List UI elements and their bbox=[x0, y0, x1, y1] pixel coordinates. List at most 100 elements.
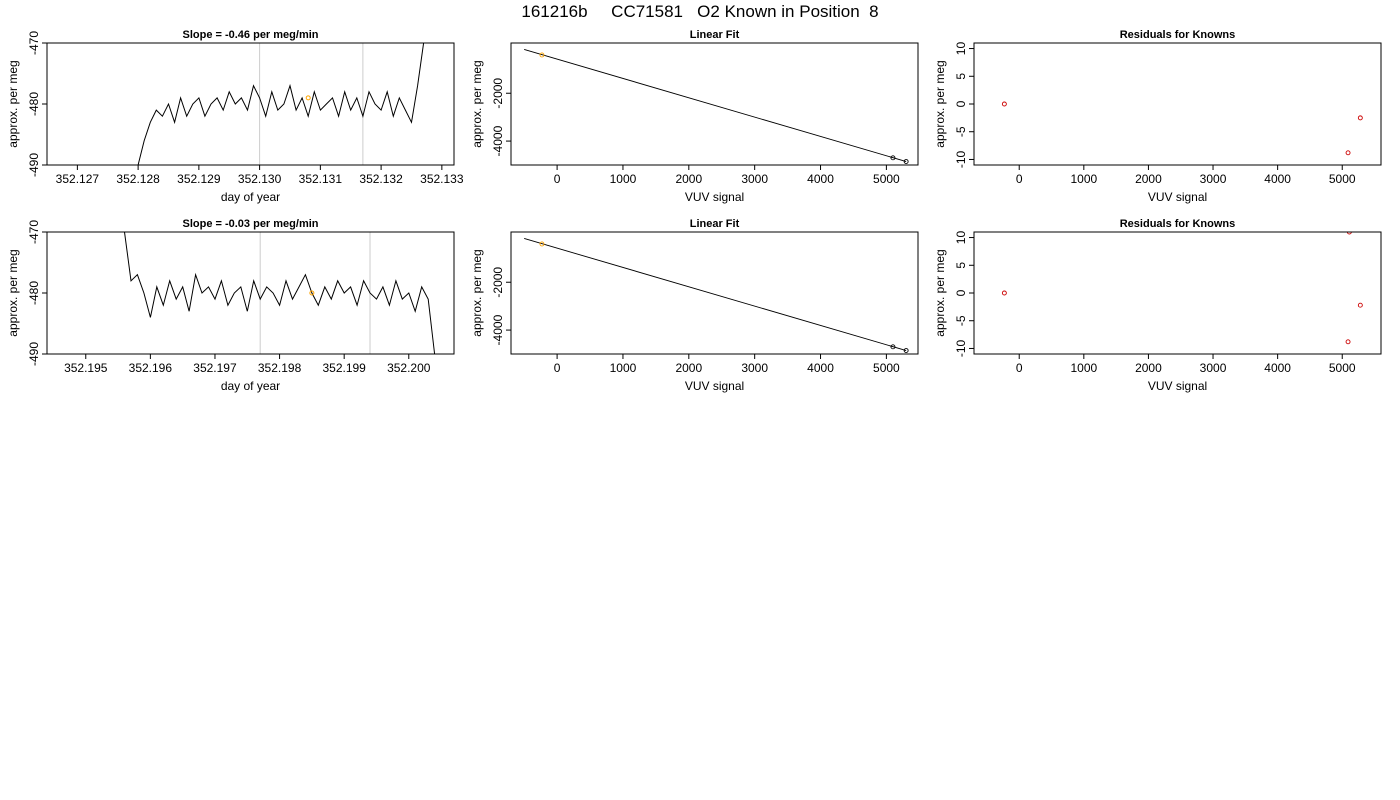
data-point bbox=[1357, 302, 1363, 308]
x-tick-label: 1000 bbox=[1070, 361, 1097, 375]
chart-title: Slope = -0.03 per meg/min bbox=[182, 218, 318, 230]
plot-area bbox=[137, 43, 425, 165]
y-tick-label: -5 bbox=[954, 126, 968, 137]
x-tick-label: 5000 bbox=[873, 361, 900, 375]
data-point bbox=[1357, 115, 1363, 121]
x-tick-label: 352.131 bbox=[299, 172, 343, 186]
y-tick-label: -5 bbox=[954, 315, 968, 326]
y-axis-label: approx. per meg bbox=[470, 60, 484, 147]
y-tick-label: -10 bbox=[954, 339, 968, 357]
x-tick-label: 352.198 bbox=[258, 361, 302, 375]
plot-area bbox=[524, 49, 909, 164]
x-tick-label: 3000 bbox=[1200, 172, 1227, 186]
y-tick-label: -470 bbox=[27, 220, 41, 244]
x-tick-label: 4000 bbox=[1264, 172, 1291, 186]
x-tick-label: 0 bbox=[1016, 361, 1023, 375]
x-tick-label: 1000 bbox=[610, 361, 637, 375]
chart-panel-6: Residuals for Knowns 0 1000 2000 3000 4000 500… bbox=[933, 218, 1382, 393]
plot-area bbox=[1001, 101, 1363, 156]
series-line bbox=[124, 232, 436, 354]
x-tick-label: 352.199 bbox=[322, 361, 366, 375]
chart-panel-5: Linear Fit 0 1000 2000 3000 4000 5000 -4000 -200… bbox=[470, 218, 919, 393]
y-tick-label: 0 bbox=[954, 289, 968, 296]
y-axis-label: approx. per meg bbox=[6, 60, 20, 147]
y-axis-label: approx. per meg bbox=[933, 60, 947, 147]
data-point bbox=[903, 159, 909, 164]
y-axis-label: approx. per meg bbox=[6, 249, 20, 336]
y-tick-label: -4000 bbox=[491, 314, 505, 345]
fit-line bbox=[524, 49, 907, 162]
x-tick-label: 352.197 bbox=[193, 361, 237, 375]
plot-area bbox=[124, 232, 436, 354]
x-axis-label: day of year bbox=[221, 190, 280, 204]
x-axis-label: VUV signal bbox=[1148, 379, 1207, 393]
x-tick-label: 2000 bbox=[675, 361, 702, 375]
x-tick-label: 352.128 bbox=[116, 172, 160, 186]
x-tick-label: 0 bbox=[554, 172, 561, 186]
chart-title: Linear Fit bbox=[690, 218, 740, 230]
y-tick-label: 0 bbox=[954, 100, 968, 107]
data-point bbox=[309, 290, 315, 296]
x-tick-label: 3000 bbox=[1200, 361, 1227, 375]
x-tick-label: 5000 bbox=[873, 172, 900, 186]
x-tick-label: 352.195 bbox=[64, 361, 108, 375]
series-line bbox=[137, 43, 425, 165]
x-tick-label: 1000 bbox=[1070, 172, 1097, 186]
x-axis-label: day of year bbox=[221, 379, 280, 393]
y-tick-label: -470 bbox=[27, 31, 41, 55]
plot-area bbox=[1001, 232, 1363, 345]
data-point bbox=[1001, 290, 1007, 296]
plot-frame bbox=[510, 42, 919, 166]
x-tick-label: 0 bbox=[1016, 172, 1023, 186]
x-tick-label: 352.130 bbox=[238, 172, 282, 186]
plot-frame bbox=[510, 231, 919, 355]
plot-frame bbox=[46, 42, 455, 166]
data-point bbox=[305, 95, 311, 101]
y-tick-label: -2000 bbox=[491, 267, 505, 298]
y-tick-label: 5 bbox=[954, 262, 968, 269]
chart-title: Residuals for Knowns bbox=[1120, 29, 1236, 41]
x-tick-label: 2000 bbox=[1135, 361, 1162, 375]
chart-panel-2: Linear Fit 0 1000 2000 3000 4000 5000 -4000 -200… bbox=[470, 29, 919, 204]
y-tick-label: -490 bbox=[27, 153, 41, 177]
x-tick-label: 0 bbox=[554, 361, 561, 375]
fit-line bbox=[524, 238, 907, 351]
x-tick-label: 352.127 bbox=[56, 172, 100, 186]
chart-title: Residuals for Knowns bbox=[1120, 218, 1236, 230]
data-point bbox=[1001, 101, 1007, 107]
x-tick-label: 4000 bbox=[807, 361, 834, 375]
x-tick-label: 352.196 bbox=[129, 361, 173, 375]
data-point bbox=[890, 155, 896, 161]
chart-panel-3: Residuals for Knowns 0 1000 2000 3000 4000 500… bbox=[933, 29, 1382, 204]
y-tick-label: -4000 bbox=[491, 125, 505, 156]
plot-frame bbox=[973, 42, 1382, 166]
x-tick-label: 4000 bbox=[1264, 361, 1291, 375]
y-tick-label: -10 bbox=[954, 150, 968, 168]
data-point bbox=[903, 348, 909, 353]
chart-panel-4: Slope = -0.03 per meg/min 352.195 352.196 3… bbox=[6, 218, 455, 393]
y-tick-label: 5 bbox=[954, 73, 968, 80]
x-tick-label: 352.129 bbox=[177, 172, 221, 186]
x-axis-label: VUV signal bbox=[685, 190, 744, 204]
chart-title: Slope = -0.46 per meg/min bbox=[182, 29, 318, 41]
x-axis-label: VUV signal bbox=[685, 379, 744, 393]
data-point bbox=[539, 241, 545, 247]
x-tick-label: 4000 bbox=[807, 172, 834, 186]
x-tick-label: 3000 bbox=[741, 361, 768, 375]
x-axis-label: VUV signal bbox=[1148, 190, 1207, 204]
y-axis-label: approx. per meg bbox=[470, 249, 484, 336]
y-tick-label: -2000 bbox=[491, 78, 505, 109]
x-tick-label: 5000 bbox=[1329, 361, 1356, 375]
data-point bbox=[890, 344, 896, 350]
data-point bbox=[1346, 232, 1352, 235]
x-tick-label: 352.132 bbox=[359, 172, 403, 186]
x-tick-label: 5000 bbox=[1329, 172, 1356, 186]
x-tick-label: 2000 bbox=[1135, 172, 1162, 186]
y-axis-label: approx. per meg bbox=[933, 249, 947, 336]
chart-title: Linear Fit bbox=[690, 29, 740, 41]
data-point bbox=[1345, 339, 1351, 345]
x-tick-label: 352.133 bbox=[420, 172, 464, 186]
plot-area bbox=[524, 238, 909, 353]
y-tick-label: -490 bbox=[27, 342, 41, 366]
plot-frame bbox=[973, 231, 1382, 355]
